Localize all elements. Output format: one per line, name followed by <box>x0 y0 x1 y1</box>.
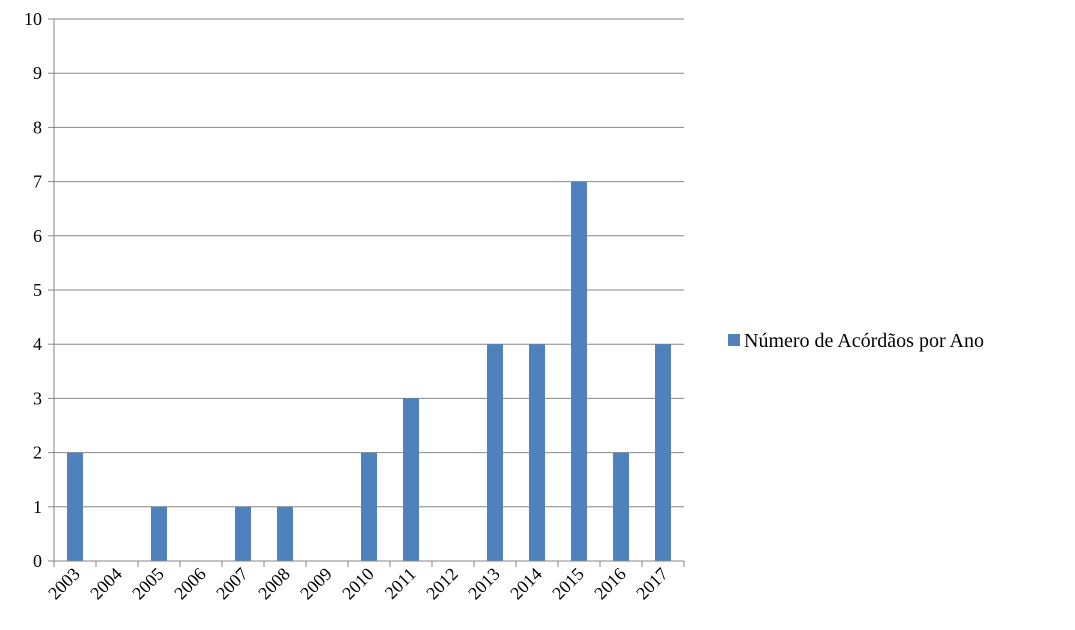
x-axis-tick-labels: 2003 2004 2005 2006 2007 2008 2009 2010 2011 2012… <box>44 564 672 604</box>
y-axis-tick-labels: 0 1 2 3 4 5 6 7 8 9 10 <box>24 9 42 571</box>
x-tick-label: 2006 <box>170 564 210 604</box>
bar-2015 <box>571 181 587 561</box>
x-tick-label: 2017 <box>632 564 672 604</box>
x-tick-label: 2013 <box>464 564 504 604</box>
y-tick-label: 2 <box>33 443 42 463</box>
y-tick-label: 4 <box>33 334 42 354</box>
x-tick-label: 2009 <box>296 564 336 604</box>
y-tick-label: 9 <box>33 63 42 83</box>
bar-2017 <box>655 344 671 561</box>
x-axis-ticks <box>53 561 685 567</box>
y-tick-label: 6 <box>33 226 42 246</box>
bar-2005 <box>151 506 167 561</box>
bar-2010 <box>361 452 377 561</box>
x-tick-label: 2003 <box>44 564 84 604</box>
x-tick-label: 2014 <box>506 564 546 604</box>
bar-2008 <box>277 506 293 561</box>
bar-2014 <box>529 344 545 561</box>
x-tick-label: 2016 <box>590 564 630 604</box>
x-tick-label: 2008 <box>254 564 294 604</box>
bar-2003 <box>67 452 83 561</box>
bar-2016 <box>613 452 629 561</box>
x-tick-label: 2011 <box>381 564 420 603</box>
x-tick-label: 2005 <box>128 564 168 604</box>
x-tick-label: 2004 <box>86 564 126 604</box>
legend-label: Número de Acórdãos por Ano <box>744 330 984 352</box>
y-tick-label: 5 <box>33 280 42 300</box>
y-tick-label: 0 <box>33 551 42 571</box>
axes <box>53 19 684 562</box>
bar-2013 <box>487 344 503 561</box>
y-tick-label: 8 <box>33 117 42 137</box>
bars <box>67 181 671 561</box>
x-tick-label: 2015 <box>548 564 588 604</box>
x-tick-label: 2007 <box>212 564 252 604</box>
bar-2007 <box>235 506 251 561</box>
y-tick-label: 10 <box>24 9 42 29</box>
y-tick-label: 1 <box>33 497 42 517</box>
y-tick-label: 3 <box>33 388 42 408</box>
x-tick-label: 2012 <box>422 564 462 604</box>
legend: Número de Acórdãos por Ano <box>728 330 984 352</box>
y-tick-label: 7 <box>33 172 42 192</box>
x-tick-label: 2010 <box>338 564 378 604</box>
bar-2011 <box>403 398 419 561</box>
legend-swatch <box>728 334 740 346</box>
